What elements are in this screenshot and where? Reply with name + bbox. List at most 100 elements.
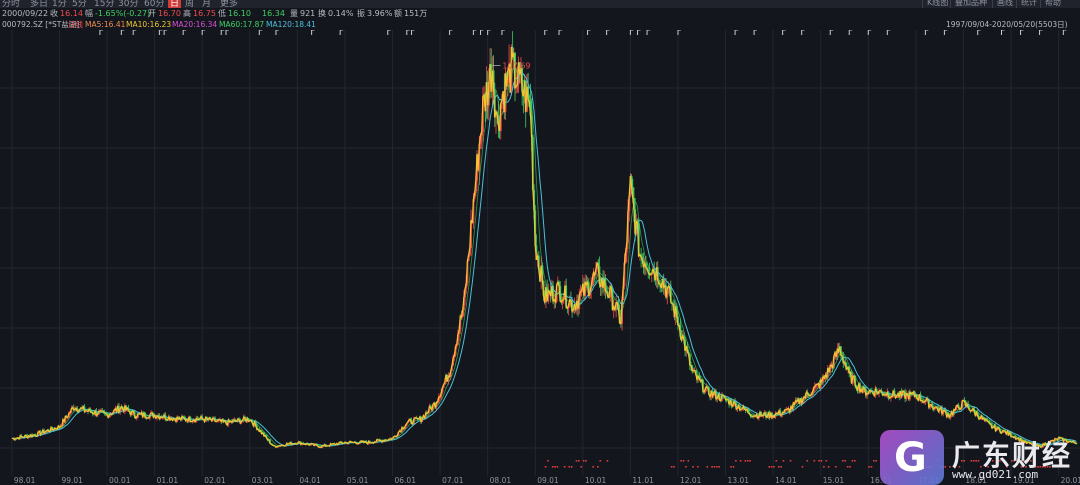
candle-body: [974, 411, 977, 416]
event-flag-icon: [225, 30, 229, 35]
kline-chart[interactable]: 107.69: [0, 30, 1080, 476]
candle-body: [537, 255, 540, 270]
signal-dot: [687, 460, 690, 462]
candle-body: [468, 248, 471, 255]
tab-period-2[interactable]: 1分: [52, 0, 67, 8]
signal-dot: [980, 466, 982, 468]
latest-value: 16.34: [262, 9, 285, 18]
candle-body: [591, 280, 594, 286]
signal-dot: [972, 460, 975, 462]
tab-period-4[interactable]: 15分: [94, 0, 115, 8]
x-tick-label: 00.01: [109, 476, 131, 485]
x-tick-label: 20.01: [1060, 476, 1080, 485]
kline-button[interactable]: K线图: [922, 0, 948, 8]
signal-dot: [544, 466, 547, 468]
tab-period-3[interactable]: 5分: [72, 0, 87, 8]
signal-dot: [999, 460, 1001, 462]
candle-body: [459, 316, 462, 331]
candle-body: [478, 144, 481, 171]
signal-dot: [713, 466, 716, 468]
ma60-legend: MA60:17.87: [219, 20, 265, 29]
signal-dot: [730, 466, 732, 468]
candle-body: [625, 243, 628, 253]
event-flag-icon: [311, 30, 315, 35]
event-flag-icon: [99, 30, 103, 35]
signal-dot: [735, 460, 737, 462]
signal-dot: [768, 466, 770, 468]
x-tick-label: 03.01: [251, 476, 274, 485]
price-line: [11, 46, 1077, 449]
x-tick-label: 04.01: [299, 476, 321, 485]
logo-url: www.gd021.com: [952, 468, 1039, 481]
event-flag-icon: [867, 30, 872, 35]
candle-body: [829, 365, 832, 373]
event-flag-icon: [501, 30, 505, 35]
ma60-line: [11, 66, 1077, 447]
signal-dot: [1034, 466, 1037, 468]
x-tick-label: 12.01: [679, 476, 702, 485]
signal-dot: [1013, 460, 1015, 462]
candle-body: [604, 278, 607, 291]
x-axis: 98.01 99.01 00.01 01.01 02.01 03.01 04.01 05.01…: [0, 476, 1080, 485]
period-label: 日线: [68, 20, 83, 29]
x-tick-label: 99.01: [61, 476, 83, 485]
tab-period-monthly[interactable]: 月: [202, 0, 212, 8]
signal-dot: [685, 466, 687, 468]
signal-dot: [1011, 460, 1013, 462]
event-flag-icon: [1062, 30, 1067, 35]
signal-dot: [1041, 466, 1044, 468]
tab-period-more[interactable]: 更多: [220, 0, 239, 8]
tab-period-weekly[interactable]: 周: [185, 0, 195, 8]
amplitude-value: 3.96%: [367, 9, 393, 18]
signal-dot: [970, 460, 973, 462]
candle-body: [446, 374, 449, 382]
signal-dot: [592, 466, 594, 468]
event-flag-icon: [677, 30, 681, 35]
tab-period-5[interactable]: 30分: [118, 0, 139, 8]
overlay-button[interactable]: 叠加品种: [950, 0, 987, 8]
x-tick-label: 08.01: [489, 476, 512, 485]
x-tick-label: 07.01: [442, 476, 464, 485]
event-flag-icon: [1020, 30, 1024, 35]
x-tick-label: 15.01: [822, 476, 845, 485]
signal-dot: [1022, 460, 1025, 462]
tab-period-6[interactable]: 60分: [144, 0, 165, 8]
stats-button[interactable]: 统计: [1016, 0, 1037, 8]
signal-dot: [716, 466, 718, 468]
signal-dot: [813, 460, 816, 462]
candle-body: [524, 80, 527, 112]
x-tick-label: 11.01: [632, 476, 654, 485]
ma20-legend: MA20:16.34: [172, 20, 218, 29]
tab-period-0[interactable]: 分时: [2, 0, 21, 8]
candle-body: [504, 73, 507, 113]
signal-dot: [851, 460, 854, 462]
tab-period-1[interactable]: 多日: [30, 0, 49, 8]
tab-period-daily[interactable]: 日: [168, 0, 182, 8]
event-flag-icon: [637, 30, 641, 35]
signal-dot: [1030, 460, 1032, 462]
event-flag-icon: [829, 30, 834, 35]
event-flag-icon: [339, 30, 344, 35]
peak-label: 107.69: [502, 61, 530, 70]
signal-dot: [842, 460, 844, 462]
x-tick-label: 06.01: [394, 476, 416, 485]
signal-dot: [682, 460, 685, 462]
signal-dot: [849, 466, 851, 468]
draw-line-button[interactable]: 画线: [992, 0, 1013, 8]
event-flag-icon: [387, 30, 391, 35]
signal-dot: [1018, 460, 1020, 462]
quote-date: 2000/09/22: [2, 9, 49, 18]
event-flag-icon: [158, 30, 163, 35]
event-flag-icon: [120, 30, 125, 35]
event-flag-icon: [163, 30, 168, 35]
candle-body: [467, 254, 470, 261]
candle-body: [819, 379, 822, 389]
event-flag-icon: [977, 30, 981, 35]
low-label: 低: [218, 9, 226, 18]
candle-body: [424, 412, 427, 418]
candle-body: [909, 391, 911, 400]
help-button[interactable]: 帮助: [1040, 0, 1061, 8]
signal-dot: [547, 460, 549, 462]
signal-dot: [697, 466, 699, 468]
quote-bar: 2000/09/22 收 16.14 幅 -1.65%(-0.27) 开 16.…: [0, 8, 1080, 20]
